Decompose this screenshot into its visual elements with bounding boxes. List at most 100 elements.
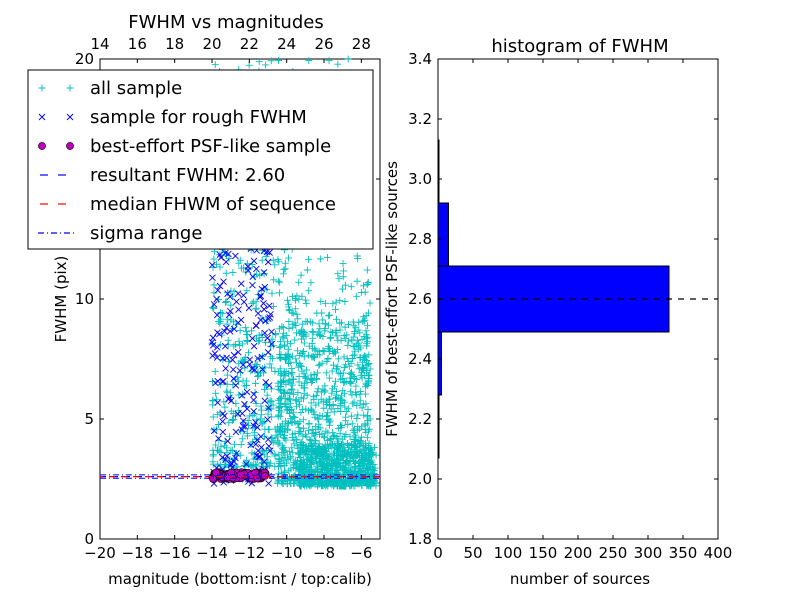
data-point [323, 254, 331, 262]
data-point [277, 342, 285, 350]
data-point [281, 417, 289, 425]
data-point [267, 57, 275, 65]
legend: all sample sample for rough FWHM best-effo… [27, 69, 374, 250]
data-point [289, 461, 297, 469]
data-point [66, 84, 74, 92]
data-point [250, 422, 257, 429]
data-point [340, 481, 348, 489]
data-point [249, 273, 257, 281]
data-point [276, 365, 284, 373]
data-point [255, 354, 263, 362]
data-point [300, 353, 308, 361]
legend-item: median FHWM of sequence [40, 194, 336, 215]
data-point [269, 302, 277, 310]
data-point [260, 385, 268, 393]
data-point [338, 466, 346, 474]
data-point [354, 336, 362, 344]
data-point [305, 57, 313, 65]
data-point [322, 462, 330, 470]
data-point [332, 329, 340, 337]
data-point [295, 278, 303, 286]
data-point [295, 424, 303, 432]
x-tick-label: −20 [84, 544, 116, 562]
data-point [211, 368, 219, 376]
data-point [236, 342, 244, 350]
data-point [212, 468, 220, 477]
data-point [334, 60, 342, 68]
data-point [285, 303, 293, 311]
data-point [291, 305, 299, 313]
left-plot-ticks: −20 14 −18 16 −16 18 −14 20 −12 22 −10 24 −8 26 −6 28 0 5… [75, 35, 380, 562]
data-point [224, 336, 232, 344]
data-point [301, 450, 309, 458]
data-point [347, 412, 355, 420]
data-point [305, 467, 313, 475]
data-point [346, 370, 354, 378]
data-point [356, 354, 364, 362]
data-point [302, 299, 310, 307]
data-point [290, 375, 298, 383]
data-point [266, 447, 274, 454]
data-point [296, 453, 304, 461]
data-point [215, 435, 222, 442]
data-point [300, 395, 308, 403]
data-point [230, 375, 238, 383]
data-point [244, 263, 252, 270]
data-point [331, 465, 339, 473]
data-point [336, 430, 344, 438]
data-point [339, 267, 347, 275]
data-point [275, 368, 283, 376]
data-point [319, 479, 327, 487]
data-point [264, 258, 272, 266]
data-point [237, 280, 245, 287]
data-point [354, 326, 362, 334]
data-point [287, 453, 295, 461]
data-point [363, 356, 371, 364]
data-point [365, 425, 373, 433]
data-point [293, 464, 301, 472]
data-point [368, 474, 376, 482]
y-tick-label: 1.8 [408, 530, 432, 548]
data-point [210, 427, 218, 435]
data-point [234, 410, 242, 418]
data-point [344, 342, 352, 350]
data-point [329, 429, 337, 437]
data-point [252, 334, 260, 342]
data-point [274, 277, 282, 285]
y-tick-label: 2.4 [408, 350, 432, 368]
data-point [329, 361, 337, 369]
data-point [268, 289, 276, 297]
data-point [260, 300, 267, 307]
data-point [341, 361, 349, 369]
data-point [216, 282, 224, 290]
data-point [256, 453, 264, 460]
data-point [329, 402, 337, 410]
data-point [308, 443, 316, 451]
data-point [312, 346, 320, 354]
data-point [219, 355, 227, 362]
data-point [300, 424, 308, 432]
data-point [257, 415, 265, 423]
data-point [268, 340, 275, 348]
x-tick-label: −14 [196, 544, 228, 562]
data-point [209, 397, 217, 405]
data-point [260, 269, 268, 276]
data-point [316, 459, 324, 467]
data-point [351, 459, 359, 467]
data-point [340, 447, 348, 455]
data-point [306, 436, 314, 444]
data-point [246, 412, 254, 420]
data-point [258, 256, 266, 264]
data-point [308, 340, 316, 348]
data-point [315, 446, 323, 454]
data-point [261, 432, 269, 440]
data-point [366, 365, 374, 373]
data-point [208, 261, 216, 269]
data-point [213, 344, 221, 351]
data-point [232, 381, 240, 389]
data-point [331, 377, 339, 385]
data-point [311, 410, 319, 418]
data-point [280, 329, 288, 337]
data-point [285, 404, 293, 412]
data-point [250, 298, 258, 306]
